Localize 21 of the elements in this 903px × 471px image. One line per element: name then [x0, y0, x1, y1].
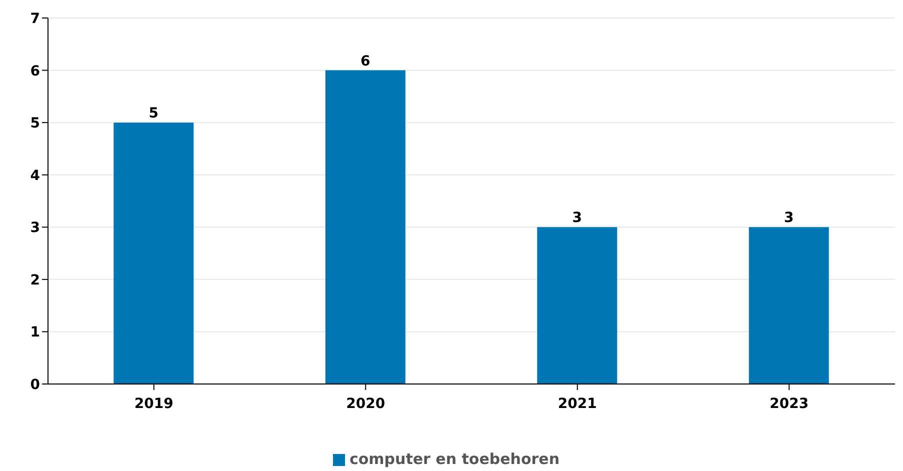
bar [114, 122, 194, 384]
bar [325, 70, 406, 384]
data-label: 6 [360, 53, 370, 70]
legend-label: computer en toebehoren [349, 450, 560, 468]
bar [748, 227, 829, 384]
x-tick-label: 2019 [134, 396, 174, 412]
bar [537, 227, 618, 384]
x-tick-label: 2021 [558, 396, 597, 412]
data-label: 3 [572, 210, 582, 226]
x-tick-label: 2023 [770, 396, 809, 412]
data-label: 3 [784, 210, 794, 226]
y-tick-label: 7 [30, 10, 40, 27]
y-tick-label: 1 [30, 324, 40, 341]
data-label: 5 [148, 106, 159, 122]
y-tick-label: 2 [30, 272, 40, 288]
y-tick-label: 6 [30, 63, 40, 80]
y-tick-label: 0 [30, 376, 40, 393]
y-tick-label: 4 [30, 168, 40, 184]
x-tick-label: 2020 [346, 396, 386, 412]
y-tick-label: 3 [30, 220, 40, 236]
y-tick-label: 5 [30, 116, 40, 132]
